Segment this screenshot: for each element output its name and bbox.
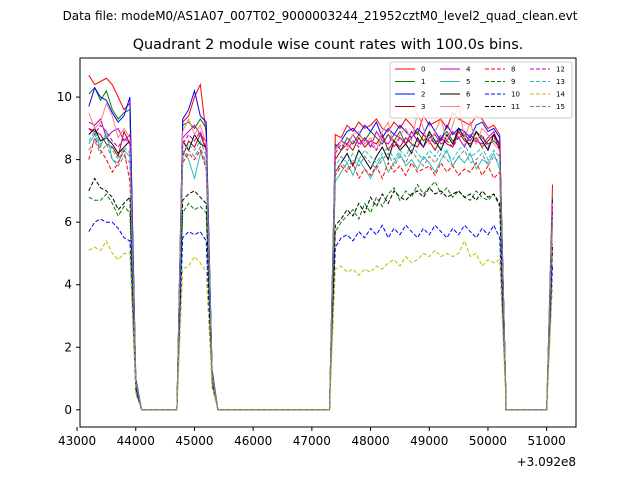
legend-label-4: 4 [466,66,471,74]
x-tick-label: 47000 [293,434,331,448]
legend-label-1: 1 [421,78,425,86]
series-line-15 [88,139,553,411]
y-tick-label: 10 [57,90,72,104]
y-axis: 0 2 4 6 8 10 [57,90,80,417]
legend-label-15: 15 [556,103,565,111]
x-tick-label: 51000 [528,434,566,448]
legend-box [389,61,573,119]
series-line-14 [88,239,553,411]
chart-title: Quadrant 2 module wise count rates with … [133,37,524,53]
legend-label-9: 9 [511,78,515,86]
legend-label-8: 8 [511,66,515,74]
legend-label-12: 12 [556,66,565,74]
y-tick-label: 0 [64,403,72,417]
x-offset-label: +3.092e8 [517,455,576,469]
legend-label-3: 3 [421,103,425,111]
series-line-9 [88,180,553,411]
x-tick-label: 48000 [351,434,389,448]
x-tick-label: 44000 [117,434,155,448]
y-tick-label: 2 [64,340,72,354]
x-tick-label: 49000 [410,434,448,448]
x-tick-label: 43000 [58,434,96,448]
legend-label-6: 6 [466,91,471,99]
legend-label-0: 0 [421,66,425,74]
y-tick-label: 8 [64,153,72,167]
legend-label-5: 5 [466,78,470,86]
legend-label-13: 13 [556,78,565,86]
x-tick-label: 45000 [175,434,213,448]
y-tick-label: 6 [64,215,72,229]
legend-label-10: 10 [511,91,520,99]
legend-label-14: 14 [556,91,565,99]
x-tick-label: 46000 [234,434,272,448]
y-tick-label: 4 [64,278,72,292]
legend-label-7: 7 [466,103,470,111]
x-tick-label: 50000 [469,434,507,448]
x-axis: 43000 44000 45000 46000 47000 48000 49000 50000… [58,427,566,448]
figure-suptitle: Data file: modeM0/AS1A07_007T02_90000032… [63,9,578,23]
legend-label-2: 2 [421,91,425,99]
series-line-10 [88,218,553,411]
plot-area [88,74,553,411]
legend-label-11: 11 [511,103,520,111]
axes-frame [79,57,577,428]
